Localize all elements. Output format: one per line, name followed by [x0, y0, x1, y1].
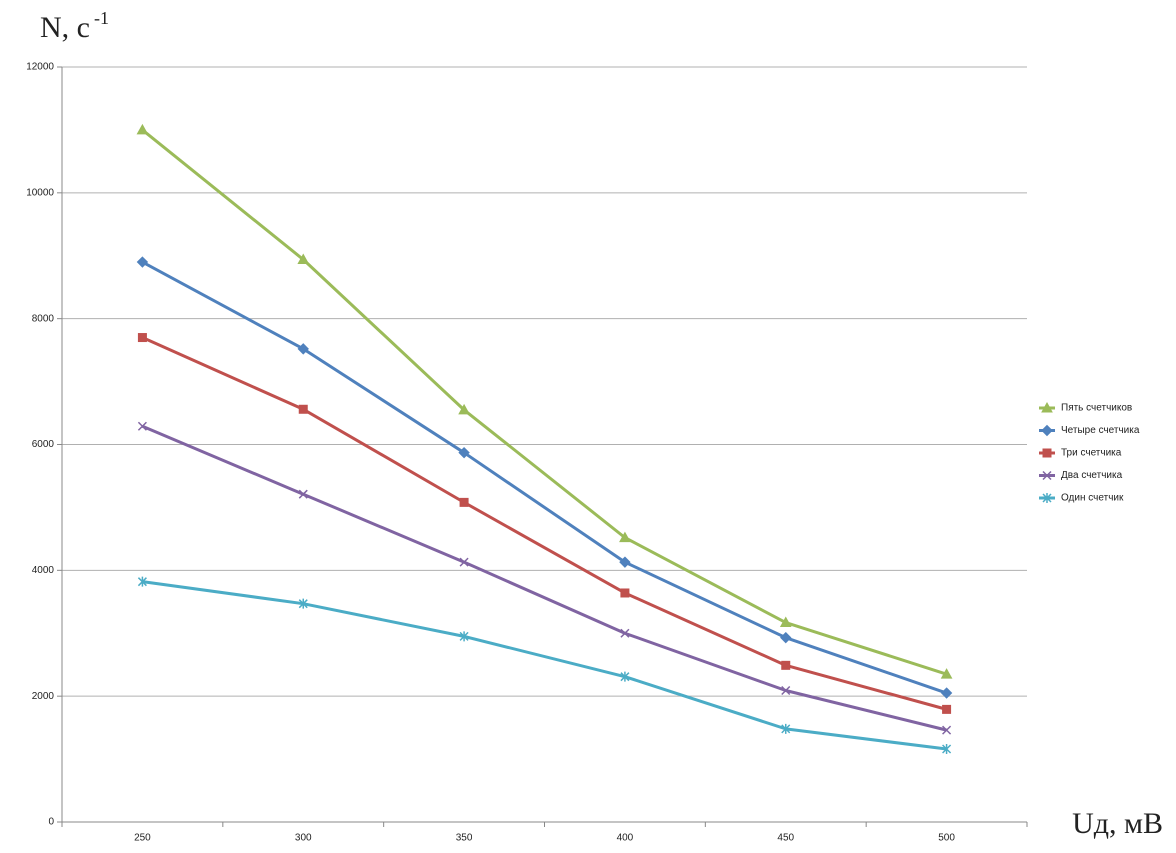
- legend-marker: [1042, 448, 1052, 458]
- x-tick-label: 450: [777, 833, 794, 844]
- marker: [137, 421, 147, 431]
- legend-marker: [1042, 470, 1052, 481]
- marker: [297, 343, 309, 355]
- series-line: [141, 336, 947, 711]
- marker: [940, 687, 953, 699]
- marker: [459, 497, 469, 507]
- marker: [459, 557, 469, 567]
- marker: [620, 628, 630, 638]
- x-tick-label: 500: [938, 833, 955, 844]
- marker: [942, 704, 952, 714]
- y-tick-label: 8000: [32, 313, 55, 324]
- series-line: [141, 128, 948, 676]
- marker: [781, 660, 791, 670]
- marker: [619, 531, 631, 543]
- marker: [136, 256, 149, 268]
- marker: [137, 333, 147, 343]
- legend-label: Три счетчика: [1061, 448, 1122, 459]
- marker: [781, 723, 791, 734]
- legend-label: Два счетчика: [1061, 470, 1123, 481]
- marker: [297, 253, 310, 265]
- x-axis-label: Uд, мВ: [1072, 807, 1163, 840]
- series-line: [141, 260, 948, 695]
- marker: [458, 403, 470, 415]
- y-tick-label: 4000: [32, 565, 55, 576]
- marker: [780, 631, 792, 644]
- marker: [779, 616, 792, 628]
- marker: [298, 598, 308, 609]
- marker: [620, 671, 630, 682]
- y-tick-label: 2000: [32, 691, 55, 702]
- marker: [298, 489, 308, 499]
- marker: [940, 668, 953, 679]
- x-tick-label: 300: [295, 833, 312, 844]
- marker: [298, 404, 308, 414]
- marker: [942, 744, 952, 755]
- marker: [459, 631, 469, 642]
- legend-marker: [1041, 401, 1053, 413]
- y-tick-label: 12000: [26, 62, 54, 73]
- marker: [620, 588, 630, 598]
- y-axis-label: N, с -1: [40, 8, 109, 44]
- marker: [781, 685, 791, 696]
- legend-label: Один счетчик: [1061, 493, 1124, 504]
- x-tick-label: 400: [617, 833, 634, 844]
- y-tick-label: 10000: [26, 187, 54, 198]
- series-line: [142, 580, 947, 751]
- x-tick-label: 350: [456, 833, 473, 844]
- legend-marker: [1041, 424, 1053, 437]
- marker: [619, 556, 631, 568]
- y-tick-label: 0: [48, 817, 54, 828]
- y-tick-label: 6000: [32, 439, 55, 450]
- marker: [942, 725, 952, 735]
- x-tick-label: 250: [134, 833, 151, 844]
- marker: [137, 576, 147, 587]
- legend-label: Четыре счетчика: [1061, 425, 1140, 436]
- marker: [458, 446, 470, 459]
- series-line: [141, 424, 947, 732]
- legend-label: Пять счетчиков: [1061, 403, 1132, 414]
- legend-marker: [1042, 493, 1052, 503]
- marker: [136, 123, 149, 135]
